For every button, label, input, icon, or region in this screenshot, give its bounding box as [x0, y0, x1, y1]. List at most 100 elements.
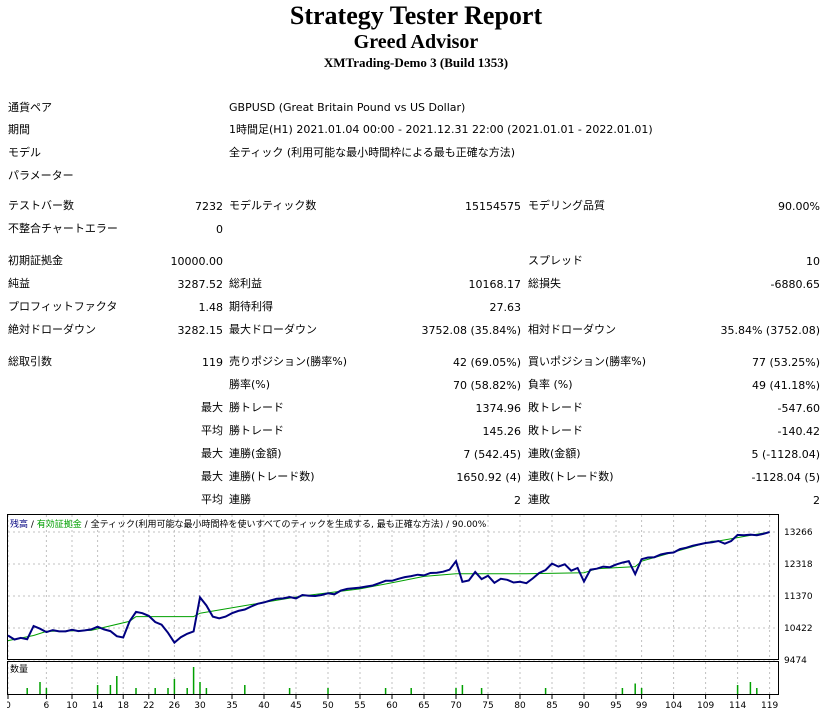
x-tick-label: 35	[226, 701, 237, 710]
legend-equity: 有効証拠金	[37, 518, 82, 530]
quality-value: 90.00%	[778, 200, 820, 213]
x-tick-label: 22	[143, 701, 154, 710]
server-build: XMTrading-Demo 3 (Build 1353)	[323, 55, 509, 70]
profit-factor-label: プロフィットファクタ	[8, 300, 118, 313]
legend-separator-3: /	[443, 520, 452, 530]
y-axis-ticks: 13266 12318 11370 10422 9474	[784, 528, 813, 666]
max-consecutive-wins-label: 連勝(金額)	[229, 447, 282, 460]
max-consecutive-wins-value: 7 (542.45)	[463, 448, 521, 461]
relative-drawdown-label: 相対ドローダウン	[528, 323, 616, 336]
x-tick-label: 30	[194, 701, 206, 710]
spread-value: 10	[806, 255, 820, 268]
long-positions-label: 買いポジション(勝率%)	[528, 355, 647, 368]
main-plot-frame	[7, 514, 779, 660]
max-consecutive-loss-amount-label: 連敗(トレード数)	[528, 470, 614, 483]
gross-profit-label: 総利益	[229, 277, 262, 290]
max-consecutive-losses-label: 連敗(金額)	[528, 447, 581, 460]
period-value: 1時間足(H1) 2021.01.04 00:00 - 2021.12.31 2…	[229, 123, 653, 136]
largest-win-value: 1374.96	[475, 402, 522, 415]
largest-win-label: 勝トレード	[229, 401, 284, 414]
average-win-label: 勝トレード	[229, 424, 284, 437]
bars-label: テストバー数	[8, 199, 74, 212]
net-profit-label: 純益	[8, 277, 30, 290]
chart-lines	[7, 531, 770, 645]
deposit-value: 10000.00	[170, 255, 224, 268]
symbol-value: GBPUSD (Great Britain Pound vs US Dollar…	[229, 101, 466, 114]
largest-loss-label: 敗トレード	[528, 401, 583, 414]
expected-payoff-value: 27.63	[489, 301, 522, 314]
legend-balance: 残高	[10, 518, 28, 530]
net-profit-value: 3287.52	[177, 278, 224, 291]
x-tick-label: 99	[636, 701, 648, 710]
win-rate-label: 勝率(%)	[229, 378, 271, 391]
relative-drawdown-value: 35.84% (3752.08)	[720, 324, 820, 337]
x-tick-label: 70	[450, 701, 462, 710]
max-consecutive-profit-value: 1650.92 (4)	[456, 471, 521, 484]
x-tick-label: 80	[514, 701, 526, 710]
volume-plot-frame	[7, 661, 779, 695]
equity-line	[7, 531, 770, 642]
x-tick-label: 0	[7, 701, 11, 710]
bars-value: 7232	[195, 200, 223, 213]
total-trades-label: 総取引数	[8, 355, 52, 368]
absolute-drawdown-value: 3282.15	[177, 324, 224, 337]
gross-loss-value: -6880.65	[770, 278, 820, 291]
x-tick-label: 90	[578, 701, 590, 710]
legend-quality: 90.00%	[452, 520, 487, 530]
legend-separator-1: /	[28, 520, 37, 530]
total-trades-value: 119	[202, 356, 223, 369]
period-label: 期間	[8, 123, 30, 136]
x-tick-label: 14	[92, 701, 104, 710]
x-tick-label: 109	[697, 701, 714, 710]
quality-label: モデリング品質	[528, 199, 605, 212]
loss-rate-value: 49 (41.18%)	[751, 379, 820, 392]
ticks-label: モデルティック数	[229, 199, 317, 212]
largest-prefix: 最大	[201, 401, 223, 414]
report-title: Strategy Tester Report	[289, 1, 543, 30]
advisor-name: Greed Advisor	[353, 31, 479, 53]
x-tick-label: 119	[761, 701, 778, 710]
profit-factor-value: 1.48	[198, 301, 224, 314]
x-tick-label: 26	[169, 701, 181, 710]
average-consecutive-wins-value: 2	[514, 494, 521, 507]
x-tick-label: 6	[44, 701, 50, 710]
max-consecutive-loss-amount-value: -1128.04 (5)	[751, 471, 820, 484]
average-consecutive-losses-value: 2	[813, 494, 820, 507]
max-drawdown-label: 最大ドローダウン	[229, 323, 317, 336]
chart-legend: 残高 / 有効証拠金 / 全ティック(利用可能な最小時間枠を使いすべてのティック…	[10, 518, 487, 530]
loss-rate-label: 負率 (%)	[528, 378, 573, 391]
x-tick-label: 114	[729, 701, 746, 710]
volume-label: 数量	[10, 663, 28, 675]
expected-payoff-label: 期待利得	[229, 300, 273, 313]
symbol-label: 通貨ペア	[8, 101, 52, 114]
average-consecutive-prefix: 平均	[201, 493, 223, 506]
spread-label: スプレッド	[528, 254, 583, 267]
balance-chart: 13266 12318 11370 10422 9474 0 6 10 14 18 22 26 30 3…	[7, 514, 829, 710]
x-tick-label: 85	[546, 701, 557, 710]
balance-line	[7, 531, 770, 645]
y-tick-label: 13266	[784, 528, 813, 538]
parameters-label: パラメーター	[8, 169, 74, 182]
x-tick-label: 60	[386, 701, 398, 710]
win-rate-value: 70 (58.82%)	[452, 379, 521, 392]
x-tick-label: 45	[290, 701, 301, 710]
volume-bars	[26, 667, 758, 694]
deposit-label: 初期証拠金	[8, 254, 63, 267]
x-tick-label: 55	[354, 701, 365, 710]
absolute-drawdown-label: 絶対ドローダウン	[8, 323, 96, 336]
x-tick-label: 104	[665, 701, 682, 710]
short-positions-value: 42 (69.05%)	[452, 356, 521, 369]
model-label: モデル	[8, 146, 41, 159]
average-loss-value: -140.42	[777, 425, 820, 438]
gross-loss-label: 総損失	[528, 277, 561, 290]
x-axis-ticks: 0 6 10 14 18 22 26 30 35 40 45 50 55 60 65 70 75 80 85 90 95…	[7, 695, 778, 710]
average-win-value: 145.26	[482, 425, 522, 438]
x-tick-label: 10	[66, 701, 78, 710]
legend-model: 全ティック(利用可能な最小時間枠を使いすべてのティックを生成する, 最も正確な方…	[91, 518, 444, 530]
max-drawdown-value: 3752.08 (35.84%)	[421, 324, 521, 337]
x-tick-label: 50	[322, 701, 334, 710]
mismatch-value: 0	[216, 223, 223, 236]
mismatch-label: 不整合チャートエラー	[8, 222, 118, 235]
long-positions-value: 77 (53.25%)	[751, 356, 820, 369]
y-tick-label: 10422	[784, 624, 813, 634]
